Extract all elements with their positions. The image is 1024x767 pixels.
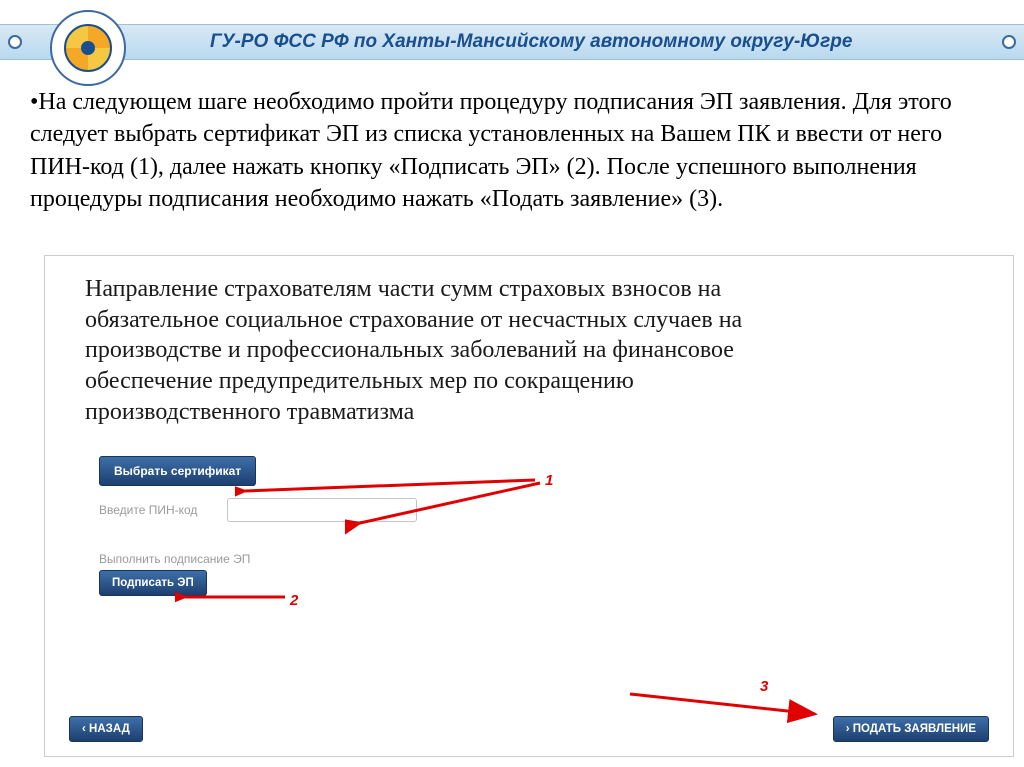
cert-row: Выбрать сертификат [99,456,989,486]
annotation-3: 3 [760,678,768,695]
pin-input[interactable] [227,498,417,522]
sign-section: Выполнить подписание ЭП Подписать ЭП [99,552,989,596]
org-logo-inner [64,24,112,72]
sign-section-label: Выполнить подписание ЭП [99,552,989,566]
band-ornament-right [1002,35,1016,49]
select-certificate-button[interactable]: Выбрать сертификат [99,456,256,486]
header-title: ГУ-РО ФСС РФ по Ханты-Мансийскому автоно… [210,31,852,53]
sign-button[interactable]: Подписать ЭП [99,570,207,596]
pin-label: Введите ПИН-код [99,503,197,517]
band-ornament-left [8,35,22,49]
form-area: Выбрать сертификат Введите ПИН-код Выпол… [99,456,989,596]
panel-heading: Направление страхователям части сумм стр… [85,274,805,428]
submit-button[interactable]: › ПОДАТЬ ЗАЯВЛЕНИЕ [833,716,989,742]
form-screenshot-panel: Направление страхователям части сумм стр… [44,255,1014,757]
pin-row: Введите ПИН-код [99,498,989,522]
annotation-1: 1 [545,472,553,489]
org-logo [50,10,126,86]
instruction-paragraph: •На следующем шаге необходимо пройти про… [30,86,994,216]
annotation-2: 2 [290,592,298,609]
header-band: ГУ-РО ФСС РФ по Ханты-Мансийскому автоно… [0,24,1024,60]
bottom-nav: ‹ НАЗАД › ПОДАТЬ ЗАЯВЛЕНИЕ [69,716,989,742]
back-button[interactable]: ‹ НАЗАД [69,716,143,742]
